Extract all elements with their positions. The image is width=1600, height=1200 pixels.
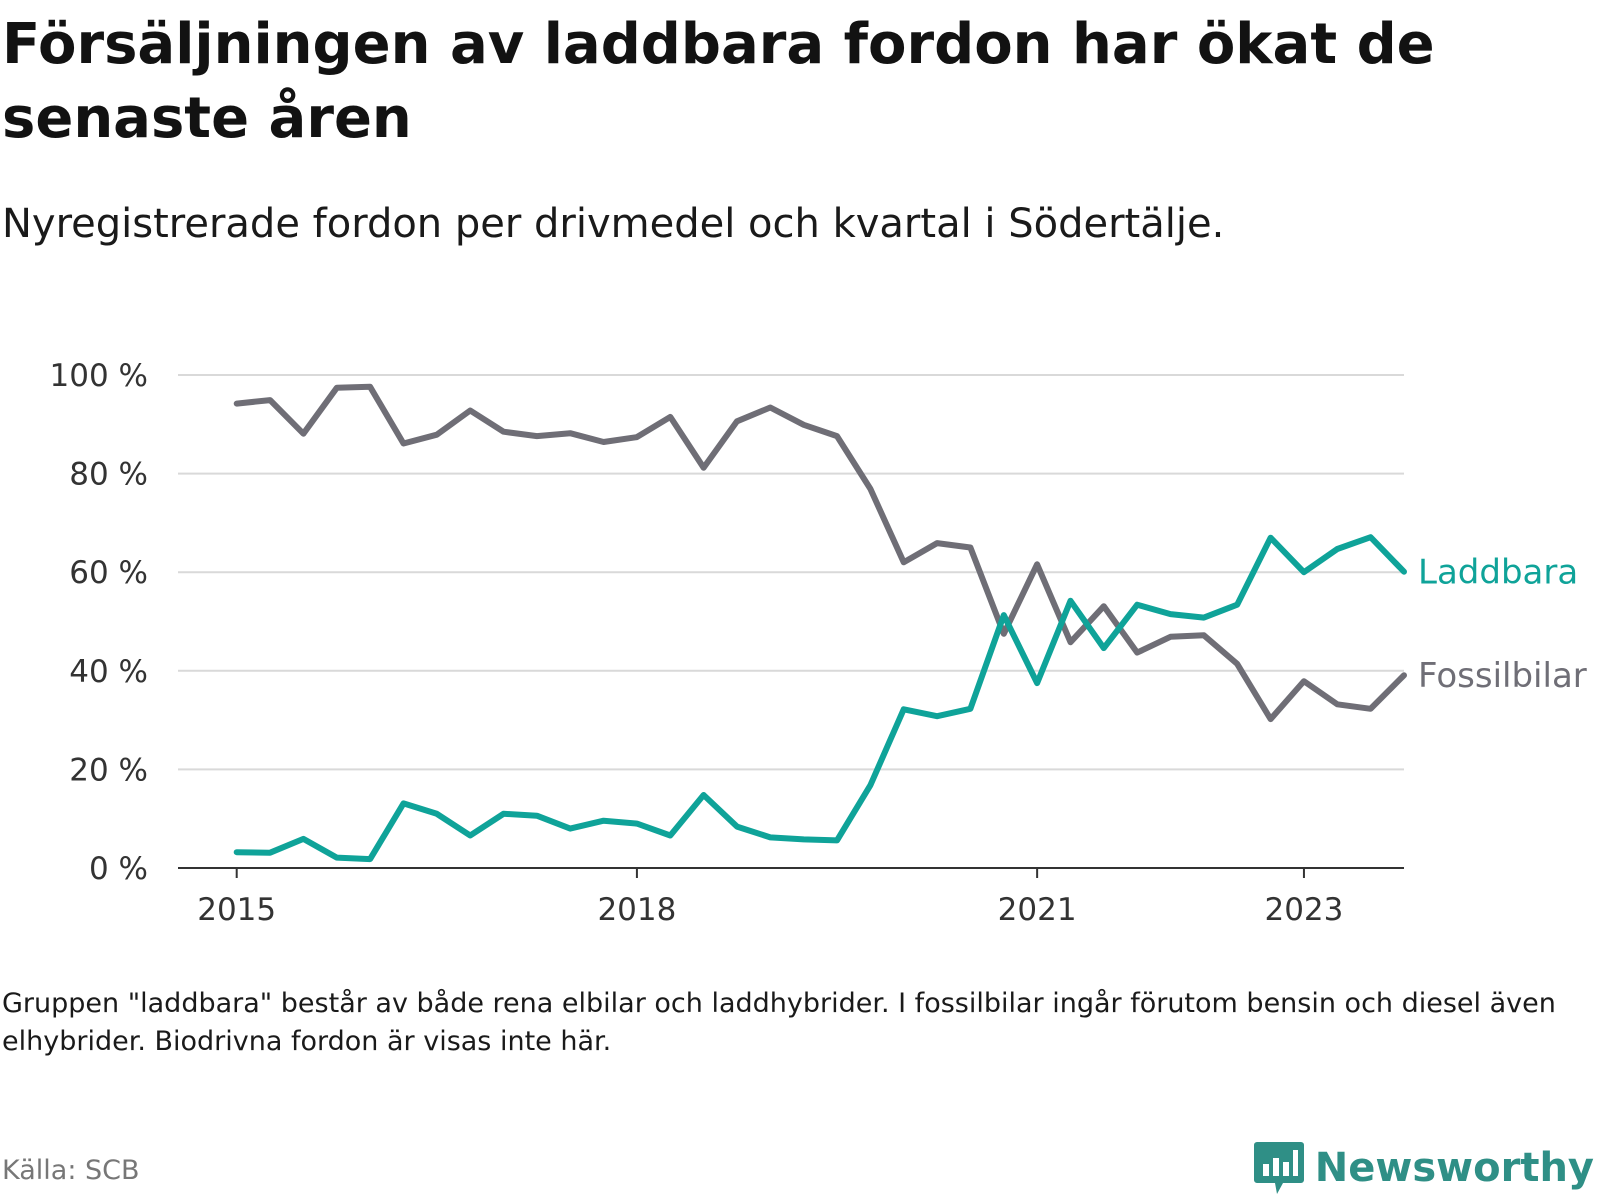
series-labels: Fossilbilar Laddbara	[1418, 553, 1587, 697]
x-tick-label: 2023	[1264, 892, 1343, 928]
y-tick-label: 20 %	[69, 752, 148, 788]
chart-footnote: Gruppen "laddbara" består av både rena e…	[2, 988, 1556, 1057]
y-tick-label: 60 %	[69, 555, 148, 591]
y-tick-label: 100 %	[50, 358, 148, 394]
line-chart: 0 % 20 % 40 % 60 % 80 % 100 % 2015 2018 2021 2023…	[50, 358, 1587, 928]
y-tick-label: 80 %	[69, 457, 148, 493]
chart-title: Försäljningen av laddbara fordon har öka…	[2, 12, 1435, 151]
series-line-laddbara	[233, 534, 1407, 863]
x-tick-label: 2015	[197, 892, 276, 928]
series-label-laddbara: Laddbara	[1418, 553, 1578, 593]
series-label-fossilbilar: Fossilbilar	[1418, 656, 1587, 696]
data-series	[233, 383, 1407, 863]
y-tick-label: 40 %	[69, 654, 148, 690]
grid-lines	[178, 374, 1404, 771]
newsworthy-logo: Newsworthy	[1253, 1140, 1594, 1196]
x-tick-label: 2021	[998, 892, 1077, 928]
y-tick-label: 0 %	[89, 851, 148, 887]
newsworthy-chart-icon	[1253, 1142, 1304, 1194]
x-tick-label: 2018	[597, 892, 676, 928]
chart-subtitle: Nyregistrerade fordon per drivmedel och …	[2, 201, 1225, 247]
axes: 0 % 20 % 40 % 60 % 80 % 100 % 2015 2018 2021 2023	[50, 358, 1404, 928]
series-line-fossilbilar	[233, 383, 1407, 723]
source-credit: Källa: SCB	[2, 1155, 140, 1186]
brand-name: Newsworthy	[1314, 1145, 1594, 1191]
